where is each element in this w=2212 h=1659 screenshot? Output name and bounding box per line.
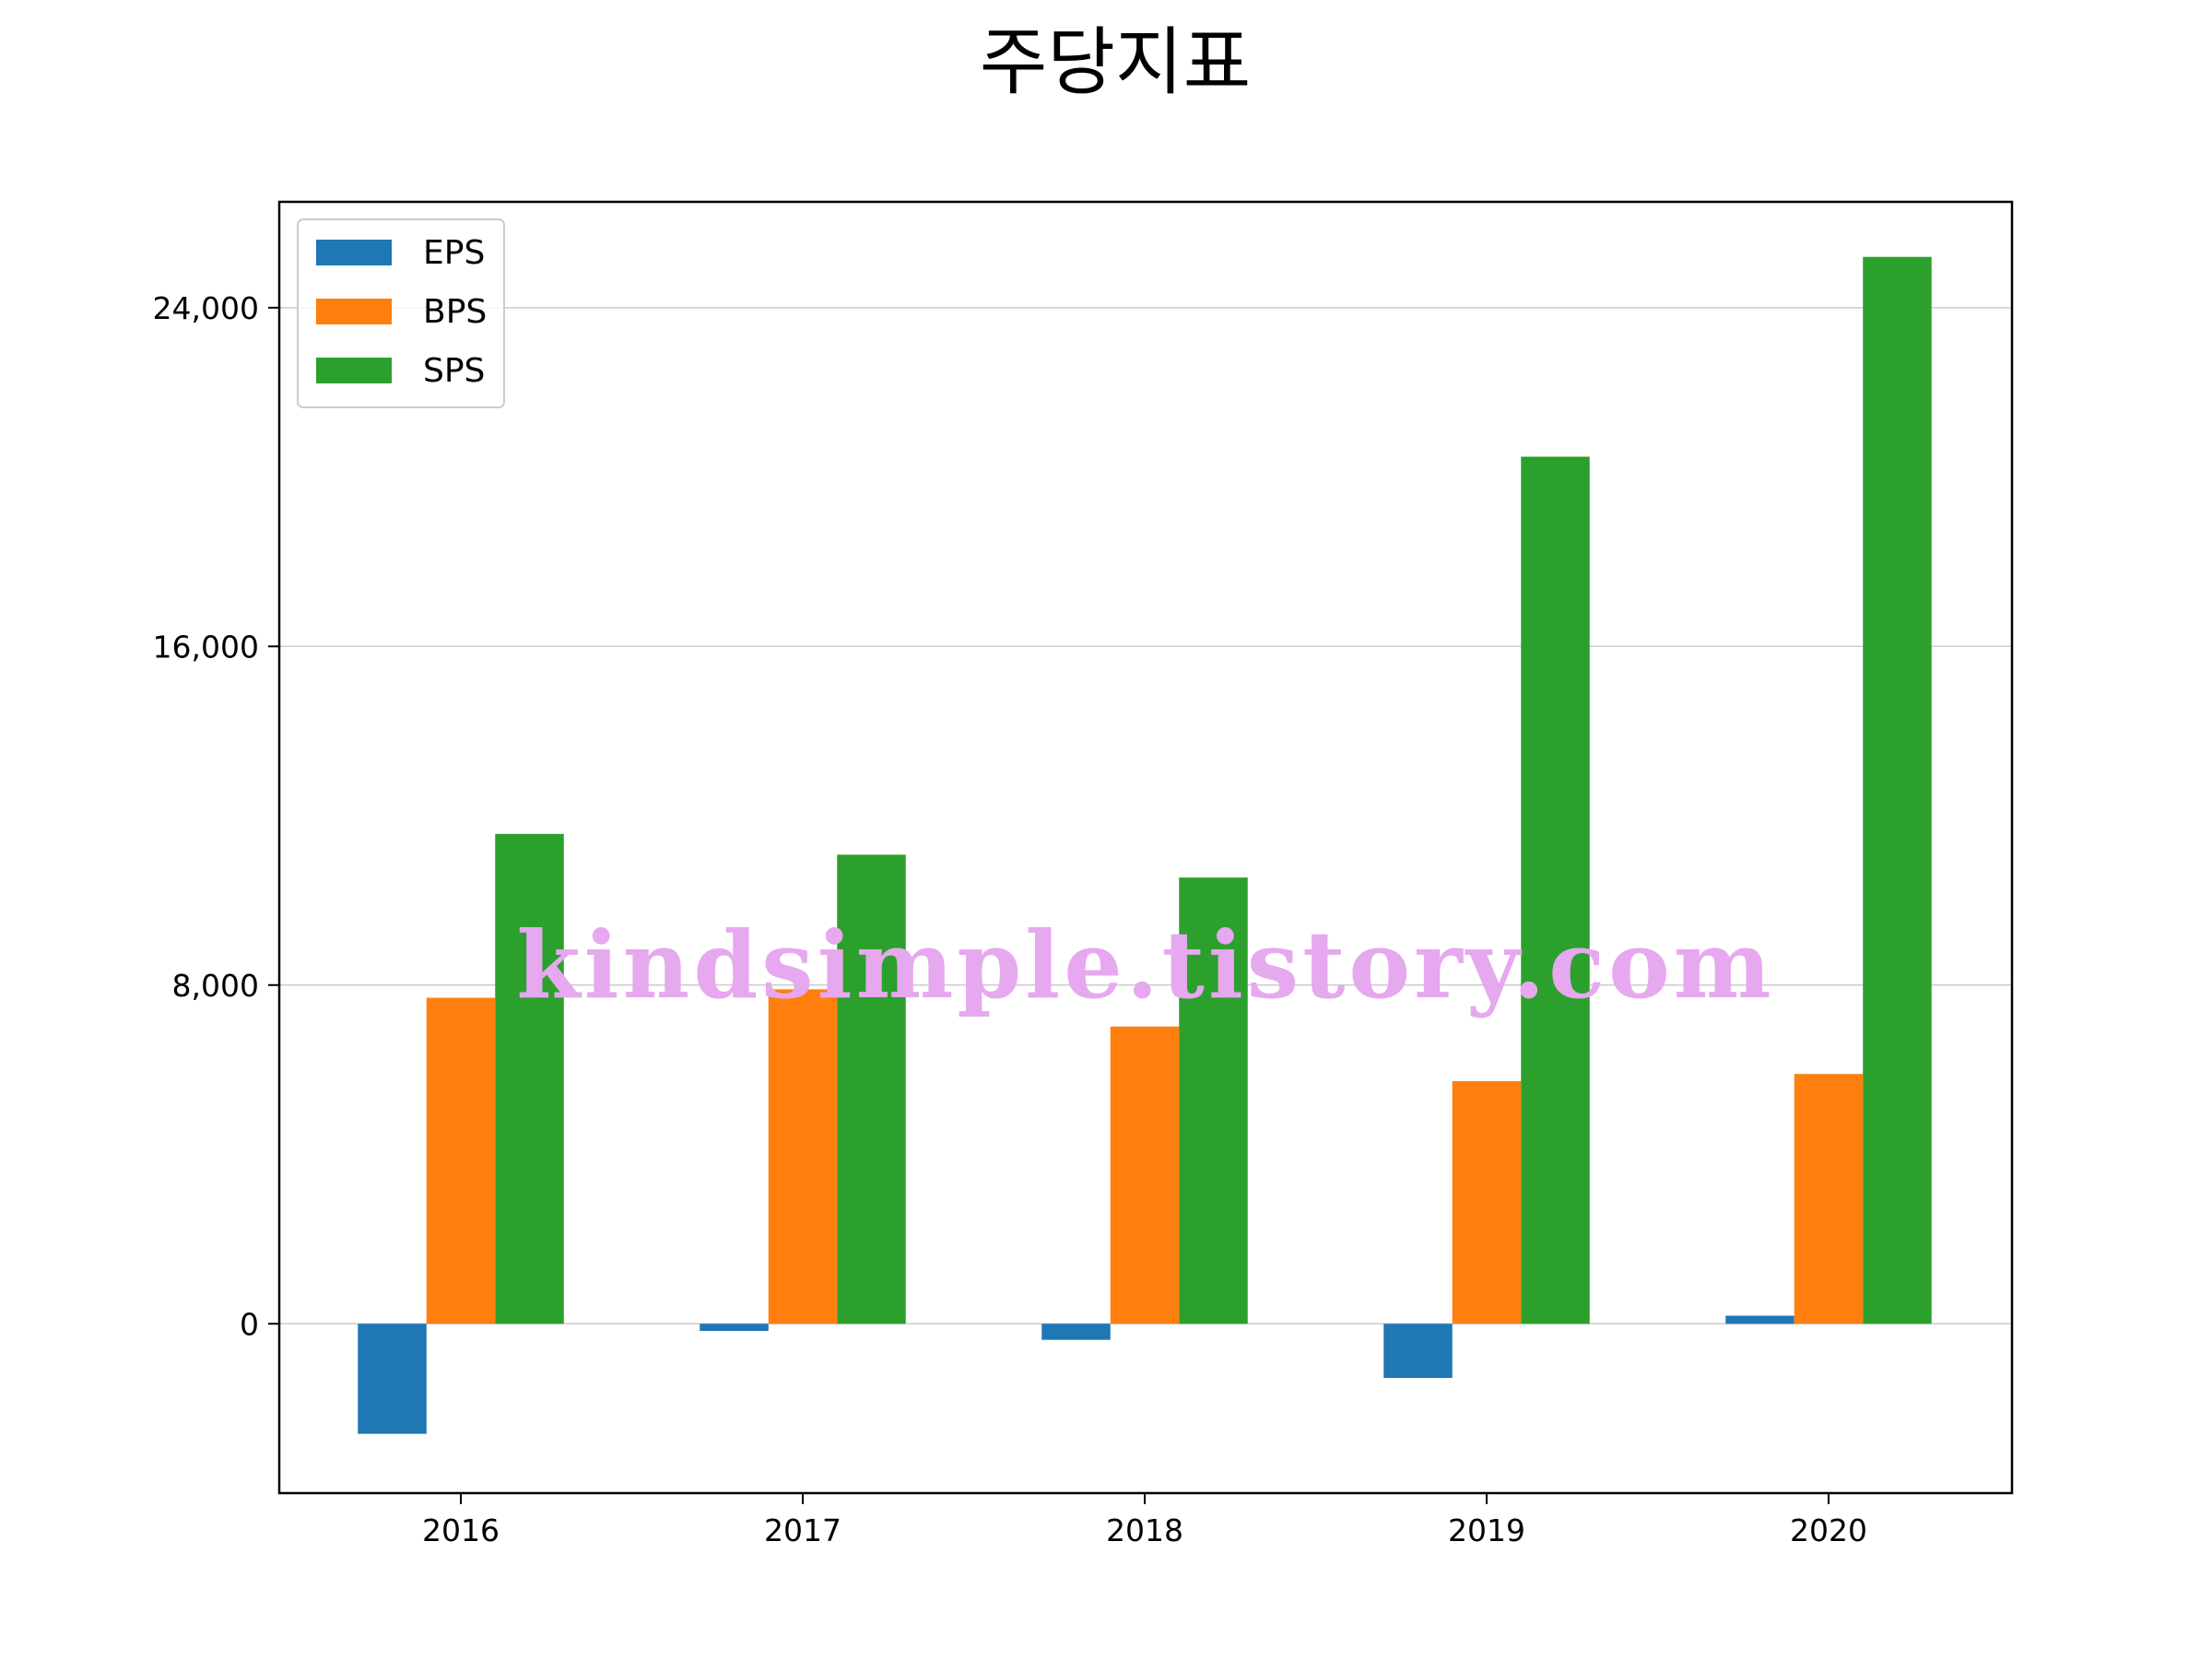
watermark: kindsimple.tistory.com [516, 911, 1774, 1019]
legend-swatch-sps [316, 358, 392, 383]
legend-label-sps: SPS [423, 352, 485, 390]
legend: EPS BPS SPS [297, 218, 505, 408]
y-tick-label: 24,000 [153, 290, 259, 326]
legend-swatch-eps [316, 240, 392, 265]
legend-swatch-bps [316, 299, 392, 324]
bar-bps-2019 [1452, 1081, 1522, 1324]
x-tick-label: 2017 [764, 1512, 841, 1548]
y-axis: 0 8,000 16,000 24,000 [153, 290, 279, 1342]
bar-bps-2016 [426, 997, 496, 1324]
bar-bps-2020 [1794, 1074, 1864, 1324]
bar-sps-2018 [1179, 877, 1248, 1324]
bar-sps-2017 [837, 854, 906, 1324]
bar-eps-2019 [1383, 1324, 1453, 1379]
legend-label-eps: EPS [423, 234, 485, 272]
chart-title: 주당지표 [980, 19, 1251, 105]
bar-bps-2018 [1110, 1026, 1180, 1324]
bar-sps-2020 [1863, 256, 1932, 1324]
x-tick-label: 2018 [1106, 1512, 1183, 1548]
x-tick-label: 2020 [1790, 1512, 1867, 1548]
bar-bps-2017 [768, 989, 838, 1324]
bar-eps-2020 [1725, 1315, 1794, 1324]
bars [358, 256, 1932, 1434]
legend-label-bps: BPS [423, 293, 487, 331]
bar-eps-2018 [1041, 1324, 1111, 1340]
bar-eps-2017 [700, 1324, 769, 1332]
bar-sps-2016 [495, 833, 564, 1324]
y-tick-label: 0 [240, 1306, 259, 1342]
x-tick-label: 2019 [1448, 1512, 1525, 1548]
bar-eps-2016 [358, 1324, 427, 1434]
y-tick-label: 8,000 [172, 968, 259, 1004]
x-axis: 2016 2017 2018 2019 2020 [422, 1493, 1867, 1548]
y-tick-label: 16,000 [153, 629, 259, 665]
x-tick-label: 2016 [422, 1512, 500, 1548]
bar-sps-2019 [1521, 456, 1590, 1324]
